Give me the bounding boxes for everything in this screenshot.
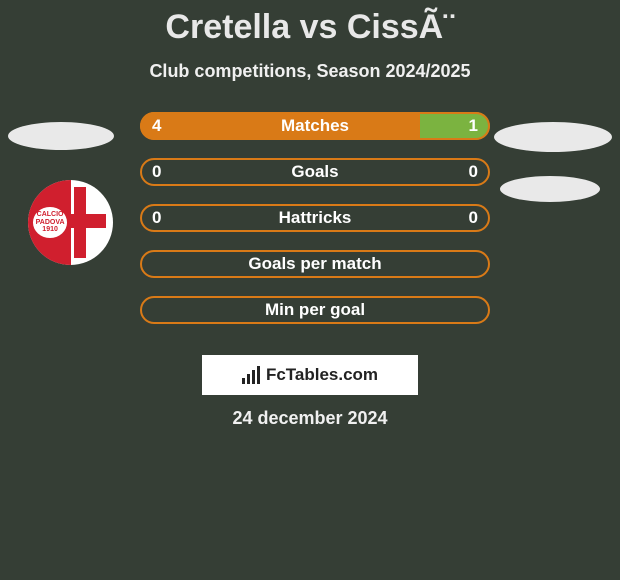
stat-row: 00Hattricks (0, 204, 620, 232)
bar-chart-icon (242, 366, 260, 384)
stat-label: Goals per match (140, 250, 490, 278)
stat-label: Goals (140, 158, 490, 186)
stat-row: 00Goals (0, 158, 620, 186)
date-label: 24 december 2024 (0, 408, 620, 429)
stat-row: 41Matches (0, 112, 620, 140)
subtitle: Club competitions, Season 2024/2025 (0, 61, 620, 82)
stat-label: Hattricks (140, 204, 490, 232)
page-title: Cretella vs CissÃ¨ (0, 0, 620, 47)
stats-chart: 41Matches 00Goals 00Hattricks Goals per mat… (0, 112, 620, 342)
site-name: FcTables.com (266, 365, 378, 385)
site-logo[interactable]: FcTables.com (202, 355, 418, 395)
stat-row: Goals per match (0, 250, 620, 278)
stat-label: Min per goal (140, 296, 490, 324)
stat-row: Min per goal (0, 296, 620, 324)
stat-label: Matches (140, 112, 490, 140)
